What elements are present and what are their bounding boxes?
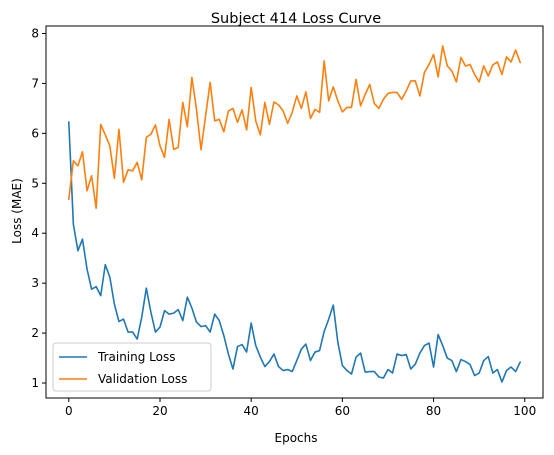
x-tick-label: 80 [426, 404, 441, 418]
y-tick-label: 2 [31, 326, 39, 340]
y-axis: 1 2 3 4 5 6 7 8 [31, 26, 46, 390]
chart-title: Subject 414 Loss Curve [211, 11, 381, 27]
x-tick-label: 60 [335, 404, 350, 418]
y-tick-label: 7 [31, 76, 39, 90]
x-axis: 0 20 40 60 80 100 [65, 398, 536, 418]
x-tick-label: 20 [152, 404, 167, 418]
y-tick-label: 1 [31, 376, 39, 390]
y-tick-label: 8 [31, 26, 39, 40]
x-tick-label: 100 [513, 404, 536, 418]
series-line-training-loss [68, 121, 522, 383]
series-line-validation-loss [68, 45, 522, 210]
legend: Training Loss Validation Loss [52, 342, 212, 392]
y-tick-label: 6 [31, 126, 39, 140]
series-layer [68, 45, 522, 383]
x-tick-label: 40 [244, 404, 259, 418]
legend-label: Validation Loss [98, 372, 187, 386]
x-tick-label: 0 [65, 404, 73, 418]
y-tick-label: 3 [31, 276, 39, 290]
y-tick-label: 4 [31, 226, 39, 240]
legend-label: Training Loss [97, 350, 175, 364]
y-axis-title: Loss (MAE) [10, 178, 24, 244]
y-tick-label: 5 [31, 176, 39, 190]
x-axis-title: Epochs [275, 431, 318, 445]
plot-frame [45, 25, 544, 399]
legend-frame [52, 342, 212, 392]
